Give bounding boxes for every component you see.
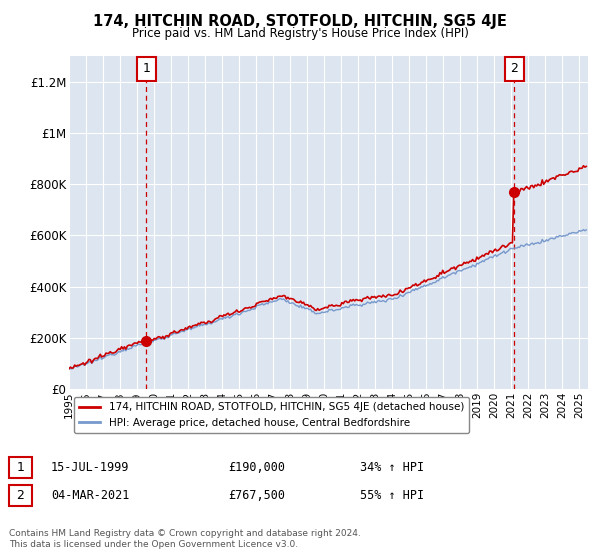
Text: Price paid vs. HM Land Registry's House Price Index (HPI): Price paid vs. HM Land Registry's House … (131, 27, 469, 40)
Text: 1: 1 (16, 461, 25, 474)
Legend: 174, HITCHIN ROAD, STOTFOLD, HITCHIN, SG5 4JE (detached house), HPI: Average pri: 174, HITCHIN ROAD, STOTFOLD, HITCHIN, SG… (74, 397, 469, 433)
Text: £190,000: £190,000 (228, 461, 285, 474)
Text: Contains HM Land Registry data © Crown copyright and database right 2024.
This d: Contains HM Land Registry data © Crown c… (9, 529, 361, 549)
Text: 2: 2 (16, 489, 25, 502)
Text: 55% ↑ HPI: 55% ↑ HPI (360, 489, 424, 502)
Text: £767,500: £767,500 (228, 489, 285, 502)
Text: 15-JUL-1999: 15-JUL-1999 (51, 461, 130, 474)
Text: 34% ↑ HPI: 34% ↑ HPI (360, 461, 424, 474)
Text: 174, HITCHIN ROAD, STOTFOLD, HITCHIN, SG5 4JE: 174, HITCHIN ROAD, STOTFOLD, HITCHIN, SG… (93, 14, 507, 29)
Text: 2: 2 (511, 62, 518, 76)
Text: 1: 1 (142, 62, 150, 76)
Text: 04-MAR-2021: 04-MAR-2021 (51, 489, 130, 502)
